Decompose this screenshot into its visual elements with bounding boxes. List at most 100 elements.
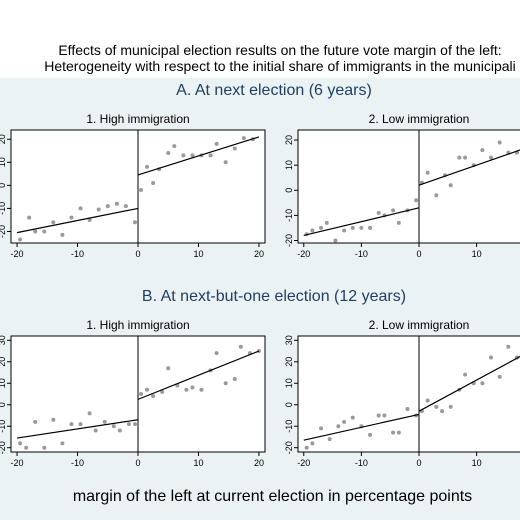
data-point [166, 366, 171, 371]
y-tick-label: 10 [0, 157, 7, 167]
data-point [51, 417, 56, 422]
data-point [160, 389, 165, 394]
data-point [18, 441, 23, 446]
data-point [214, 351, 219, 356]
panel-title-3: 1. High immigration [86, 318, 189, 332]
data-point [214, 141, 219, 146]
data-point [208, 153, 213, 158]
fit-line-right [418, 355, 520, 412]
data-point [232, 146, 237, 151]
x-tick-label: 20 [254, 249, 264, 259]
data-point [434, 193, 439, 198]
x-tick-label: -10 [71, 458, 84, 468]
y-tick-label: 0 [284, 402, 294, 407]
data-point [114, 201, 119, 206]
data-point [27, 215, 32, 220]
y-tick-label: 0 [0, 183, 7, 188]
data-point [105, 204, 110, 209]
x-tick-label: 10 [193, 458, 203, 468]
y-tick-label: -20 [284, 441, 294, 454]
y-tick-label: 20 [284, 357, 294, 367]
y-tick-label: 30 [0, 335, 7, 345]
x-tick-label: -20 [297, 458, 310, 468]
data-point [448, 404, 453, 409]
data-point [480, 381, 485, 386]
data-point [319, 225, 324, 230]
x-tick-label: -20 [11, 458, 24, 468]
x-tick-label: -20 [11, 249, 24, 259]
fit-line-left [16, 207, 139, 234]
data-point [497, 140, 502, 145]
x-tick-label: -20 [297, 249, 310, 259]
data-point [232, 376, 237, 381]
data-point [376, 210, 381, 215]
data-point [223, 381, 228, 386]
fit-line-right [137, 136, 260, 176]
data-point [69, 422, 74, 427]
data-point [126, 422, 131, 427]
data-point [336, 424, 341, 429]
x-tick-label: 0 [416, 249, 421, 259]
panel-title-4: 2. Low immigration [369, 318, 470, 332]
x-tick-label: 10 [472, 249, 482, 259]
data-point [489, 355, 494, 360]
data-point [102, 419, 107, 424]
data-point [24, 445, 29, 450]
plot-area-2 [297, 129, 520, 244]
data-point [376, 413, 381, 418]
data-point [342, 228, 347, 233]
data-point [310, 441, 315, 446]
y-tick-label: 10 [0, 378, 7, 388]
x-tick-label: 0 [416, 458, 421, 468]
data-point [506, 344, 511, 349]
data-point [480, 148, 485, 153]
data-point [333, 238, 338, 243]
data-point [350, 225, 355, 230]
data-point [310, 228, 315, 233]
data-point [324, 220, 329, 225]
data-point [166, 151, 171, 156]
data-point [145, 164, 150, 169]
data-point [117, 428, 122, 433]
data-point [184, 387, 189, 392]
x-tick-label: -10 [355, 249, 368, 259]
y-tick-label: -20 [0, 225, 7, 238]
data-point [33, 229, 38, 234]
data-point [18, 237, 23, 242]
data-point [151, 394, 156, 399]
y-tick-label: 10 [284, 378, 294, 388]
data-point [199, 387, 204, 392]
data-point [440, 409, 445, 414]
data-point [123, 204, 128, 209]
y-tick-label: -10 [0, 420, 7, 433]
y-tick-label: 20 [0, 357, 7, 367]
data-point [359, 225, 364, 230]
y-tick-label: -10 [284, 420, 294, 433]
section-b-heading: B. At next-but-one election (12 years) [141, 288, 407, 305]
x-tick-label: 0 [135, 249, 140, 259]
data-point [241, 136, 246, 141]
x-tick-label: 20 [254, 458, 264, 468]
data-point [132, 220, 137, 225]
data-point [327, 437, 332, 442]
data-point [396, 220, 401, 225]
data-point [42, 229, 47, 234]
data-point [190, 385, 195, 390]
y-tick-label: 0 [284, 188, 294, 193]
data-point [304, 445, 309, 450]
data-point [463, 155, 468, 160]
y-tick-label: 20 [0, 134, 7, 144]
data-point [96, 207, 101, 212]
data-point [350, 415, 355, 420]
data-point [238, 344, 243, 349]
data-point [69, 215, 74, 220]
y-tick-label: 20 [284, 135, 294, 145]
data-point [368, 225, 373, 230]
data-point [405, 407, 410, 412]
data-point [132, 422, 137, 427]
x-tick-label: -10 [71, 249, 84, 259]
x-axis-caption: margin of the left at current election i… [72, 488, 473, 505]
data-point [87, 411, 92, 416]
data-point [78, 422, 83, 427]
